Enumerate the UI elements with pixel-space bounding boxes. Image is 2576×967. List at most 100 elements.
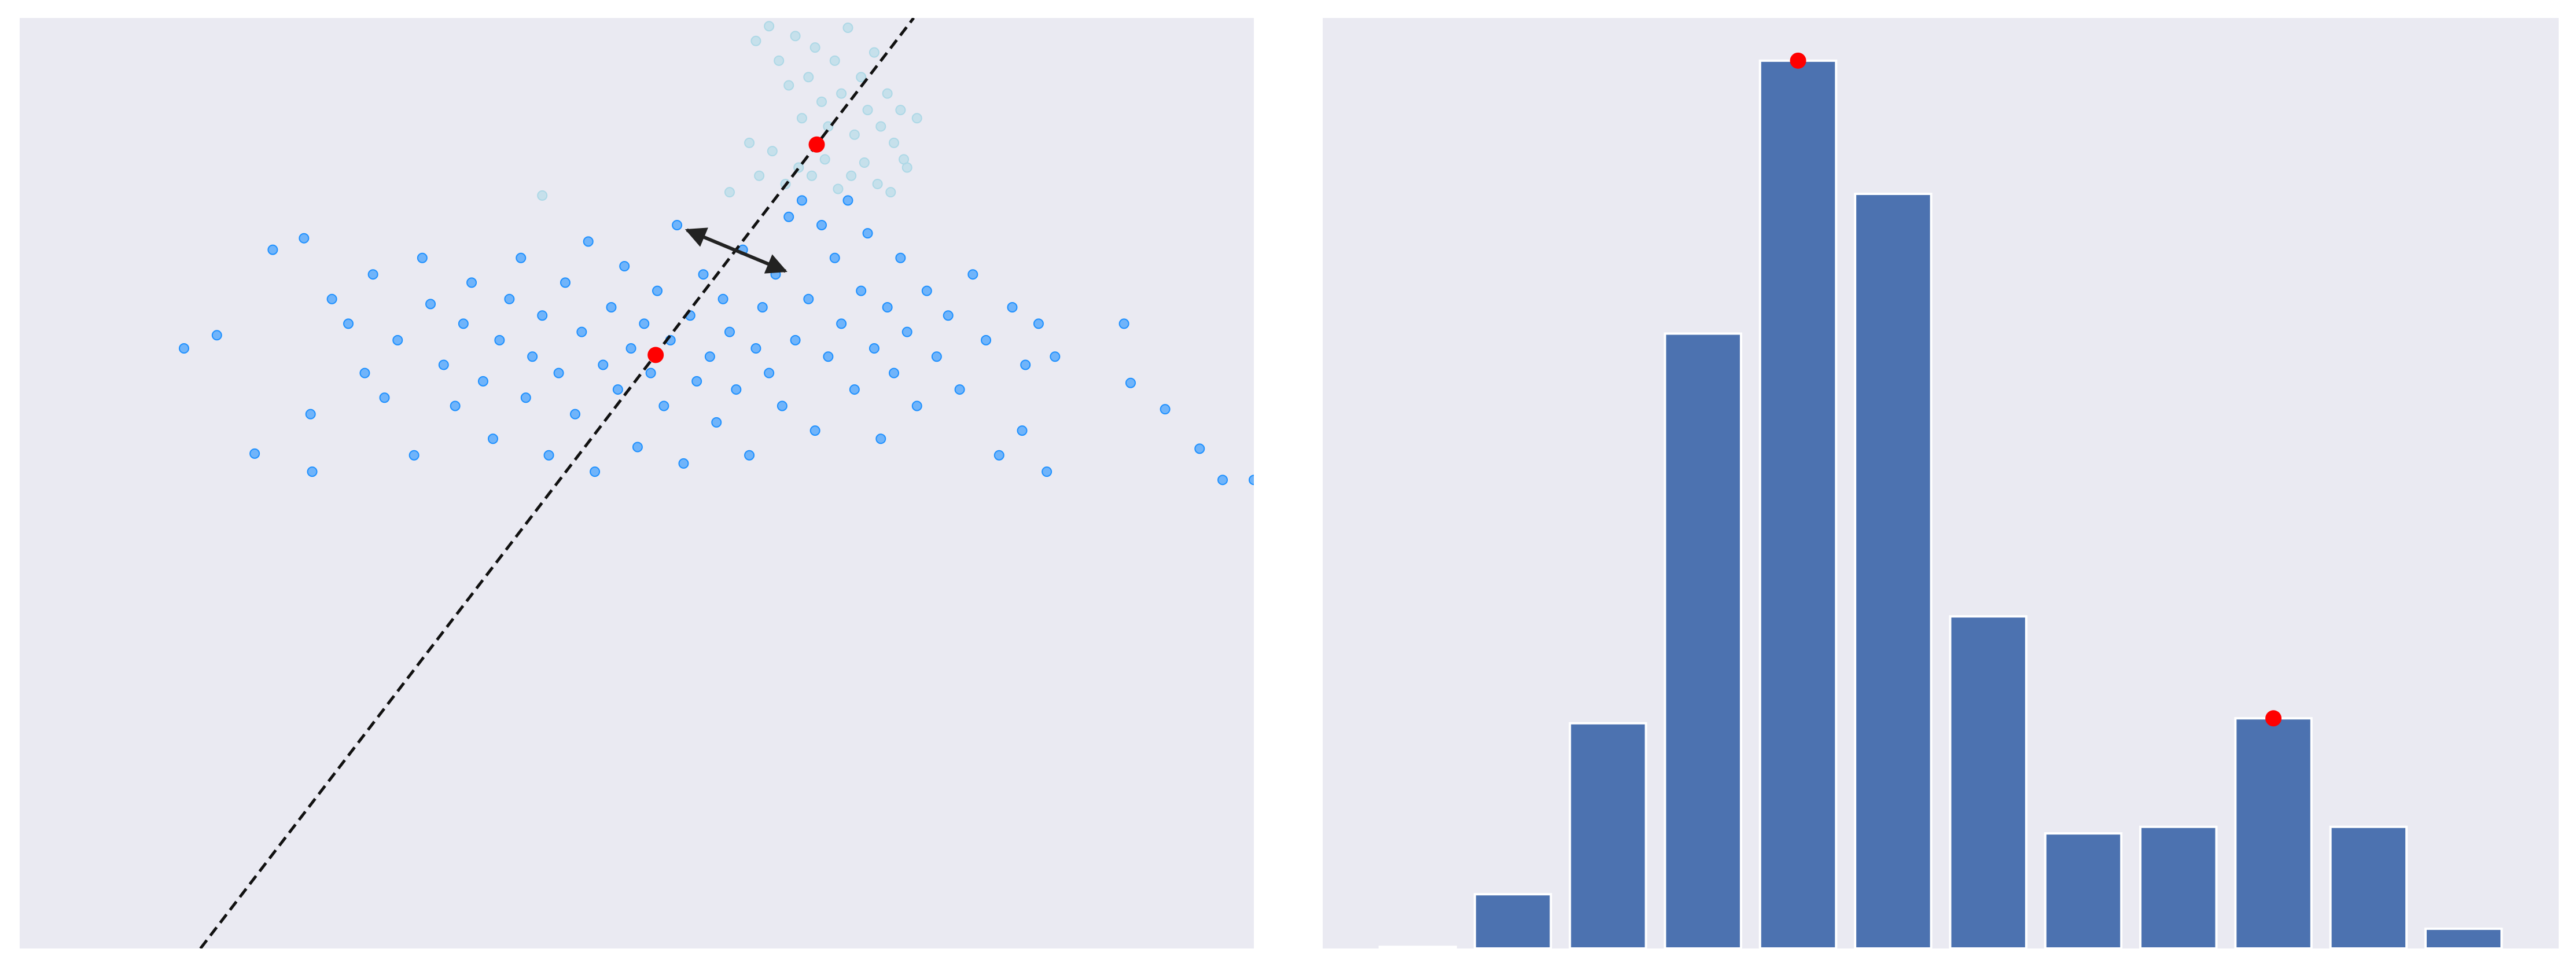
scatter-point [809, 42, 820, 53]
scatter-point [326, 293, 337, 304]
scatter-point [750, 343, 761, 354]
scatter-point [842, 23, 853, 34]
bar [1378, 946, 1458, 950]
scatter-point [885, 187, 896, 198]
scatter-point [895, 105, 906, 116]
scatter-point [731, 384, 742, 395]
bar [2329, 825, 2408, 950]
scatter-point [783, 211, 794, 222]
bar [1758, 59, 1838, 950]
highlight-point [2265, 710, 2282, 727]
scatter-point [1042, 466, 1053, 477]
scatter-point [954, 384, 965, 395]
scatter-point [1160, 404, 1171, 415]
scatter-point [211, 330, 222, 341]
scatter-point [816, 219, 827, 230]
scatter-point [796, 195, 807, 206]
scatter-point [750, 35, 761, 46]
scatter-point [859, 157, 870, 168]
scatter-point [425, 299, 436, 310]
scatter-point [504, 293, 515, 304]
scatter-point [764, 21, 775, 32]
scatter-point [846, 170, 857, 181]
scatter-point [829, 252, 840, 263]
scatter-point [806, 170, 817, 181]
scatter-point [307, 466, 318, 477]
scatter-point [606, 302, 617, 313]
scatter-point [888, 367, 899, 378]
scatter-point [639, 318, 650, 329]
bar [1949, 615, 2027, 950]
scatter-point [901, 326, 912, 337]
scatter-point [359, 367, 370, 378]
scatter-point [875, 121, 886, 132]
scatter-point [833, 183, 844, 194]
scatter-point [1033, 318, 1044, 329]
scatter-point [816, 96, 827, 107]
scatter-point [466, 277, 477, 288]
scatter-point [783, 80, 794, 91]
scatter-point [967, 269, 978, 280]
scatter-point [1017, 425, 1028, 436]
scatter-point [249, 448, 260, 459]
arrow [685, 227, 787, 274]
scatter-point [869, 343, 879, 354]
scatter-point [619, 260, 630, 271]
scatter-point [895, 252, 906, 263]
scatter-point [829, 55, 840, 66]
scatter-point [698, 269, 709, 280]
scatter-point [678, 458, 689, 469]
scatter-point [836, 318, 847, 329]
scatter-point [717, 293, 728, 304]
scatter-point [819, 154, 830, 165]
scatter-point [803, 293, 814, 304]
scatter-point [911, 400, 922, 411]
bar [2424, 927, 2503, 950]
scatter-point [856, 72, 867, 83]
scatter-point [625, 343, 636, 354]
scatter-point [672, 219, 683, 230]
scatter-point [744, 450, 755, 461]
scatter-point [770, 269, 781, 280]
scatter-point [943, 310, 954, 321]
scatter-point [1050, 351, 1061, 362]
scatter-point [862, 228, 873, 239]
bar [2234, 717, 2313, 950]
scatter-point [487, 433, 498, 444]
scatter-point [343, 318, 354, 329]
scatter-point [875, 433, 886, 444]
scatter-point [658, 400, 669, 411]
scatter-point [267, 244, 278, 255]
scatter-point [305, 409, 316, 420]
scatter-point [764, 367, 775, 378]
scatter-point [458, 318, 469, 329]
scatter-point [790, 31, 801, 42]
scatter-point [1118, 318, 1129, 329]
scatter-point [494, 334, 505, 345]
scatter-point [1217, 475, 1228, 486]
scatter-point [872, 178, 883, 189]
scatter-point [576, 326, 587, 337]
scatter-point [921, 285, 932, 296]
scatter-point [598, 359, 609, 370]
scatter-point [823, 351, 834, 362]
scatter-point [409, 450, 419, 461]
highlight-point [1790, 52, 1806, 69]
scatter-point [543, 450, 554, 461]
scatter-point [520, 392, 531, 403]
scatter-point [645, 367, 656, 378]
bar [1473, 893, 1552, 950]
bar [2139, 825, 2218, 950]
scatter-point [862, 105, 873, 116]
scatter-point [299, 233, 310, 244]
scatter-point [931, 351, 942, 362]
scatter-point [438, 359, 449, 370]
scatter-point [842, 195, 853, 206]
scatter-point [527, 351, 538, 362]
scatter-point [882, 88, 893, 99]
scatter-point [744, 137, 755, 148]
scatter-point [417, 252, 428, 263]
reference-line [199, 18, 915, 948]
scatter-point [1020, 359, 1031, 370]
scatter-point [888, 137, 899, 148]
